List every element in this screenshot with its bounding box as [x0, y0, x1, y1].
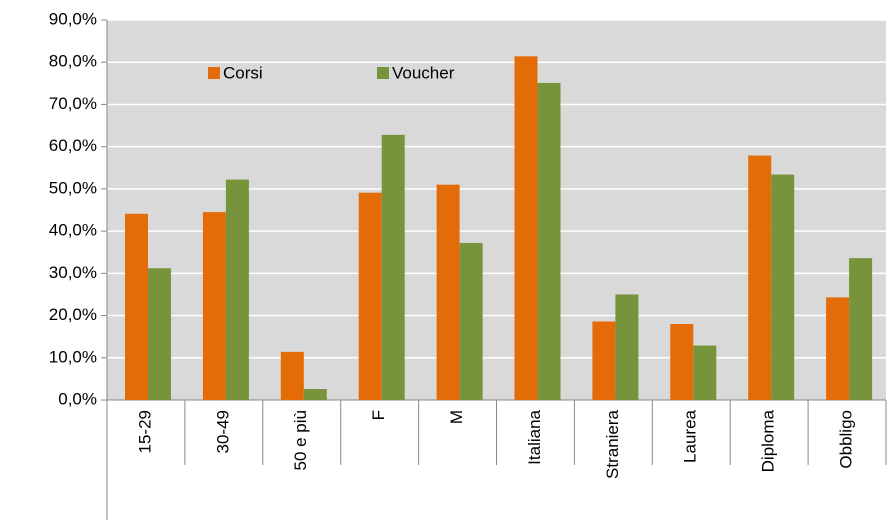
bar: [202, 212, 226, 400]
x-tick-label: 50 e più: [291, 410, 310, 471]
y-tick-label: 40,0%: [49, 221, 97, 240]
bar: [537, 82, 561, 401]
y-tick-label: 20,0%: [49, 305, 97, 324]
y-tick-label: 90,0%: [49, 9, 97, 28]
bar: [748, 155, 772, 400]
bar: [670, 324, 694, 400]
x-tick-label: Obbligo: [837, 410, 856, 469]
bar: [514, 56, 538, 401]
y-tick-label: 0,0%: [58, 389, 97, 408]
x-tick-label: Diploma: [759, 409, 778, 472]
x-tick-label: M: [447, 410, 466, 424]
y-tick-label: 70,0%: [49, 94, 97, 113]
bar: [459, 242, 483, 400]
y-tick-label: 30,0%: [49, 263, 97, 282]
bar: [849, 258, 873, 400]
bar: [693, 345, 717, 400]
bar: [280, 351, 304, 400]
bar: [358, 192, 382, 400]
y-tick-label: 50,0%: [49, 178, 97, 197]
bar: [381, 134, 405, 400]
y-tick-label: 80,0%: [49, 52, 97, 71]
bar: [436, 184, 460, 400]
bar: [592, 321, 616, 400]
bar: [615, 294, 639, 400]
bar: [225, 179, 249, 400]
y-tick-label: 60,0%: [49, 136, 97, 155]
legend-label: Voucher: [392, 63, 455, 82]
x-tick-label: 15-29: [135, 410, 154, 453]
legend-label: Corsi: [223, 63, 263, 82]
bar: [148, 268, 171, 400]
bar: [826, 297, 850, 400]
x-tick-label: Laurea: [681, 409, 700, 462]
bar: [303, 389, 327, 400]
x-tick-label: Italiana: [525, 409, 544, 464]
x-tick-label: F: [369, 410, 388, 420]
legend-swatch: [377, 67, 389, 79]
y-tick-label: 10,0%: [49, 347, 97, 366]
bar: [771, 174, 795, 400]
bar: [125, 213, 148, 400]
legend-swatch: [208, 67, 220, 79]
x-tick-label: Straniera: [603, 409, 622, 479]
x-tick-label: 30-49: [213, 410, 232, 453]
